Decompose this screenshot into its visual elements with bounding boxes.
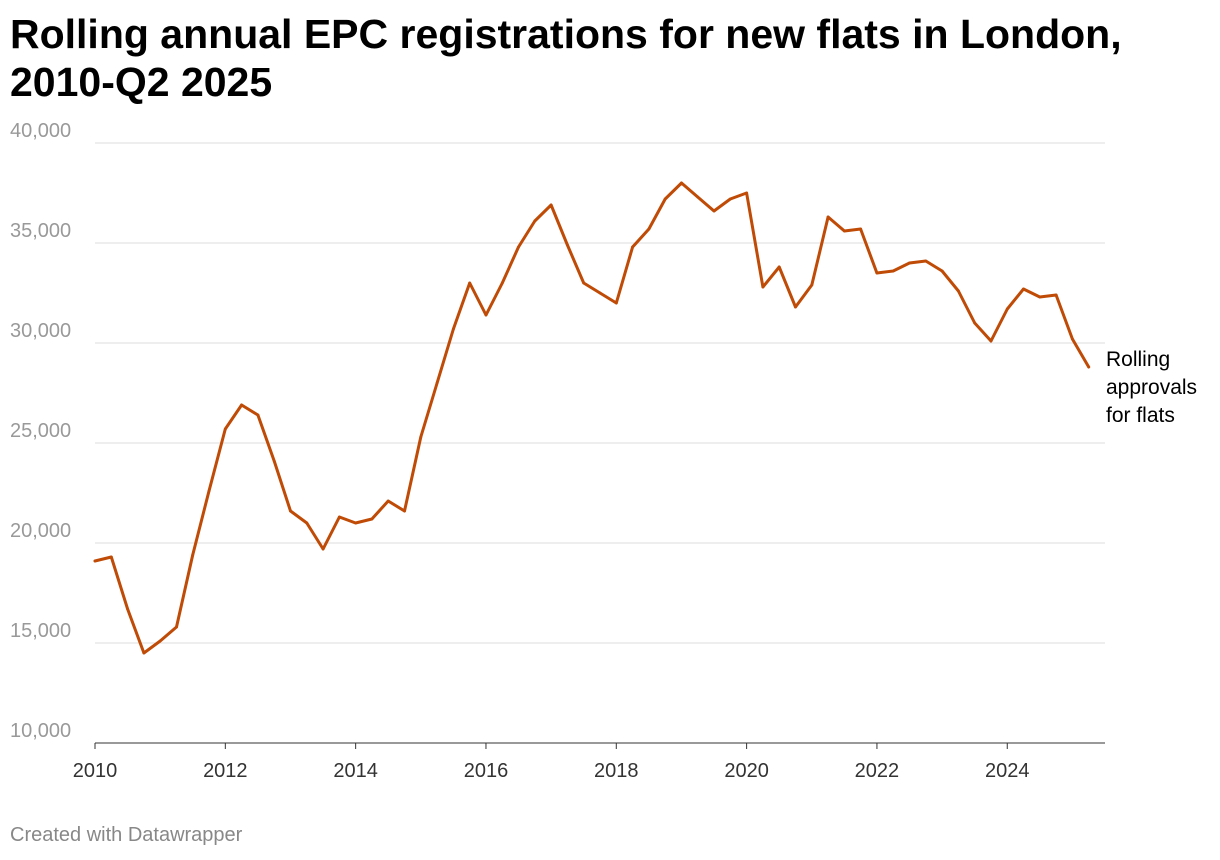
y-tick-label: 15,000 — [10, 620, 71, 642]
data-point — [891, 269, 895, 273]
x-tick-label: 2020 — [724, 760, 769, 782]
footer-credit: Created with Datawrapper — [10, 824, 243, 846]
data-point — [566, 243, 569, 247]
series-label-line: Rolling — [1106, 348, 1170, 371]
data-point — [940, 269, 944, 273]
x-tick-label: 2018 — [594, 760, 639, 782]
data-point — [191, 553, 195, 557]
x-tick-label: 2012 — [203, 760, 248, 782]
data-point — [370, 517, 374, 521]
data-point — [777, 265, 781, 269]
y-tick-label: 10,000 — [10, 720, 71, 742]
data-point — [419, 435, 423, 439]
x-tick-label: 2014 — [333, 760, 378, 782]
data-point — [761, 285, 765, 289]
data-point — [631, 245, 634, 249]
data-point — [549, 203, 553, 207]
data-point — [256, 413, 260, 417]
data-point — [142, 651, 146, 655]
series-label-line: approvals — [1106, 376, 1197, 399]
data-point — [663, 197, 667, 201]
data-point — [647, 227, 651, 231]
data-point — [517, 245, 520, 249]
data-point — [1054, 293, 1058, 297]
y-tick-label: 25,000 — [10, 420, 71, 442]
data-point — [1087, 365, 1091, 369]
data-point — [223, 427, 227, 431]
y-axis: 10,000 15,000 20,000 25,000 30,000 35,000 40,0… — [10, 120, 71, 742]
data-point — [842, 229, 846, 233]
data-point — [1005, 307, 1009, 311]
series-label-line: for flats — [1106, 404, 1175, 427]
data-point — [354, 521, 358, 525]
data-point — [989, 339, 993, 343]
data-point — [875, 271, 879, 275]
data-point — [745, 191, 749, 195]
x-tick-label: 2022 — [855, 760, 900, 782]
data-point — [175, 625, 178, 629]
series-line — [93, 181, 1091, 655]
data-point — [321, 547, 325, 551]
data-point — [582, 281, 586, 285]
data-point — [337, 515, 341, 519]
x-tick-label: 2016 — [464, 760, 509, 782]
data-point — [696, 195, 700, 199]
data-point — [158, 639, 162, 643]
data-point — [728, 197, 732, 201]
data-point — [484, 313, 488, 317]
data-point — [207, 489, 211, 493]
data-point — [500, 281, 504, 285]
x-tick-label: 2010 — [73, 760, 118, 782]
data-point — [1038, 295, 1042, 299]
data-point — [826, 215, 830, 219]
data-point — [680, 181, 683, 185]
chart-title: Rolling annual EPC registrations for new… — [10, 11, 1122, 105]
series-label-group: Rolling approvals for flats — [1106, 348, 1197, 427]
data-point — [859, 227, 863, 231]
data-point — [1071, 337, 1074, 341]
data-point — [93, 559, 97, 563]
x-tick-label: 2024 — [985, 760, 1030, 782]
data-point — [272, 459, 276, 463]
data-point — [240, 403, 244, 407]
y-tick-label: 20,000 — [10, 520, 71, 542]
data-point — [973, 321, 977, 325]
gridlines — [95, 142, 1105, 744]
data-point — [533, 219, 537, 223]
data-point — [712, 209, 716, 213]
data-point — [109, 555, 113, 559]
data-point — [598, 291, 602, 295]
data-point — [126, 607, 129, 611]
data-point — [386, 499, 390, 503]
data-point — [810, 283, 814, 287]
data-point — [305, 521, 309, 525]
data-point — [435, 381, 439, 385]
series-label: Rolling approvals for flats — [1106, 348, 1197, 427]
data-point — [468, 281, 472, 285]
y-tick-label: 35,000 — [10, 220, 71, 242]
data-point — [403, 509, 406, 513]
data-point — [956, 289, 960, 293]
y-tick-label: 30,000 — [10, 320, 71, 342]
y-tick-label: 40,000 — [10, 120, 71, 142]
data-point — [451, 327, 455, 331]
data-point — [614, 301, 618, 305]
data-point — [289, 509, 292, 513]
data-point — [924, 259, 928, 263]
data-point — [1022, 287, 1025, 291]
data-point — [794, 305, 797, 309]
series-group — [93, 181, 1091, 655]
x-axis: 2010 2012 2014 2016 2018 2020 2022 2024 — [73, 743, 1030, 782]
data-point — [908, 261, 911, 265]
